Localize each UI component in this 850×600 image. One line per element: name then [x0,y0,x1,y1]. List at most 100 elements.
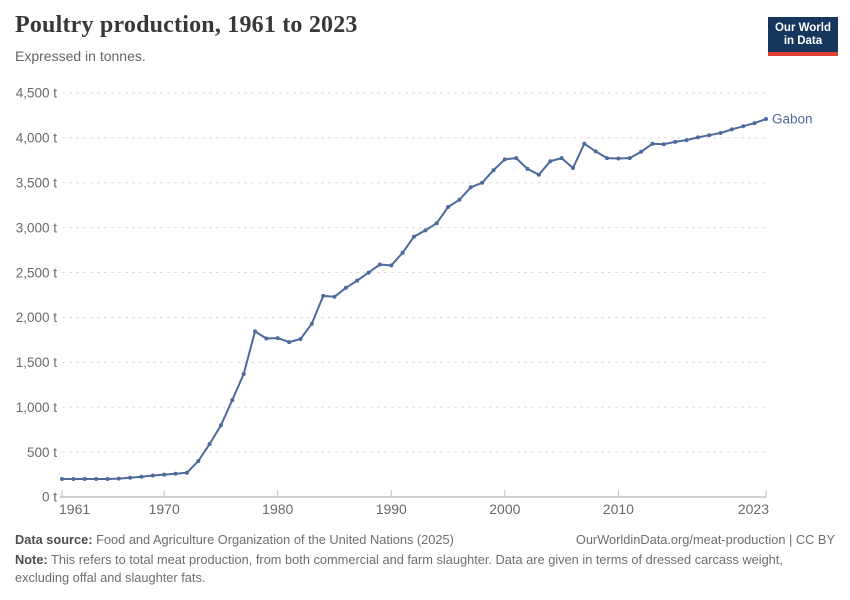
data-point [525,166,530,171]
data-point [729,127,734,132]
data-point [287,340,292,345]
data-point [82,477,87,481]
data-point [718,131,723,135]
data-point [616,156,621,161]
owid-logo-line2: in Data [783,35,823,47]
data-point [571,166,575,170]
data-point [559,156,564,161]
data-point [752,121,757,126]
data-point [184,470,189,475]
data-point [514,156,519,161]
data-point [264,336,269,341]
y-tick-label: 2,500 t [16,265,58,280]
data-point [457,197,462,202]
data-point [582,141,587,146]
data-point [343,285,348,290]
data-point [650,141,655,146]
x-tick-label: 2000 [489,501,520,517]
data-point [275,336,280,341]
note-text: This refers to total meat production, fr… [15,552,783,585]
y-tick-label: 2,000 t [16,310,58,325]
data-point [480,180,485,185]
data-point [105,477,110,481]
data-point [412,234,416,239]
data-point [502,157,507,162]
data-point [309,321,314,326]
x-tick-label: 2010 [603,501,634,517]
data-point [741,124,746,129]
data-point [196,459,201,464]
data-point [207,442,212,446]
data-point [536,172,541,177]
page-subtitle: Expressed in tonnes. [15,48,146,64]
data-point [139,474,144,479]
data-point [468,185,473,190]
data-point [94,477,99,481]
data-point [219,423,223,428]
data-point [661,142,666,147]
data-point [639,149,644,154]
data-point [253,329,257,334]
data-point [695,135,700,140]
owid-logo[interactable]: Our World in Data [767,17,838,56]
page-title: Poultry production, 1961 to 2023 [15,12,358,38]
data-point [298,337,303,341]
y-tick-label: 3,000 t [16,220,58,235]
data-point [116,476,121,481]
data-source-label: Data source: [15,532,93,547]
data-point [605,156,609,161]
x-axis [60,490,767,498]
data-point [707,133,712,138]
data-point [423,228,428,233]
data-point [377,262,382,267]
data-point [627,156,632,161]
data-line[interactable] [61,118,767,480]
data-source: Data source: Food and Agriculture Organi… [15,531,454,548]
x-tick-label: 1970 [149,501,180,517]
data-point [230,398,235,402]
y-gridlines [62,92,766,453]
data-point [150,473,155,478]
data-point [673,139,678,144]
x-tick-label: 2023 [738,501,769,517]
series-end-label[interactable]: Gabon [772,112,813,127]
data-point [491,168,496,173]
data-point [593,149,598,154]
x-axis-labels: 1961 1970 1980 1990 2000 2010 2023 [59,501,769,517]
y-tick-label: 1,500 t [16,355,58,370]
owid-url-link[interactable]: OurWorldinData.org/meat-production | CC … [575,532,835,547]
y-tick-label: 0 t [42,490,57,505]
data-point [355,278,360,283]
data-point [241,372,246,376]
data-point [764,117,768,121]
data-point [128,475,133,480]
data-point [332,294,337,299]
data-point [434,221,439,226]
data-point [446,205,451,209]
data-point [173,471,178,476]
y-tick-label: 4,500 t [16,86,58,101]
data-points [60,117,768,481]
y-tick-label: 4,000 t [16,131,58,146]
y-tick-label: 1,000 t [16,400,58,415]
x-tick-label: 1961 [59,501,90,517]
y-tick-label: 500 t [27,445,57,460]
data-point [71,477,76,481]
data-point [366,270,371,275]
footer-source-row: Data source: Food and Agriculture Organi… [15,531,835,548]
y-axis-labels: 0 t 500 t 1,000 t 1,500 t 2,000 t 2,500 t 3,00… [16,86,58,505]
data-point [321,293,326,298]
x-tick-label: 1990 [376,501,407,517]
note-label: Note: [15,552,48,567]
data-point [684,138,689,143]
data-point [60,477,64,481]
data-point [389,263,394,268]
y-tick-label: 3,500 t [16,176,58,191]
footer-note: Note: This refers to total meat producti… [15,551,810,586]
data-point [548,159,553,164]
data-source-text: Food and Agriculture Organization of the… [96,532,454,547]
data-point [162,472,167,477]
owid-logo-line1: Our World [774,22,831,34]
